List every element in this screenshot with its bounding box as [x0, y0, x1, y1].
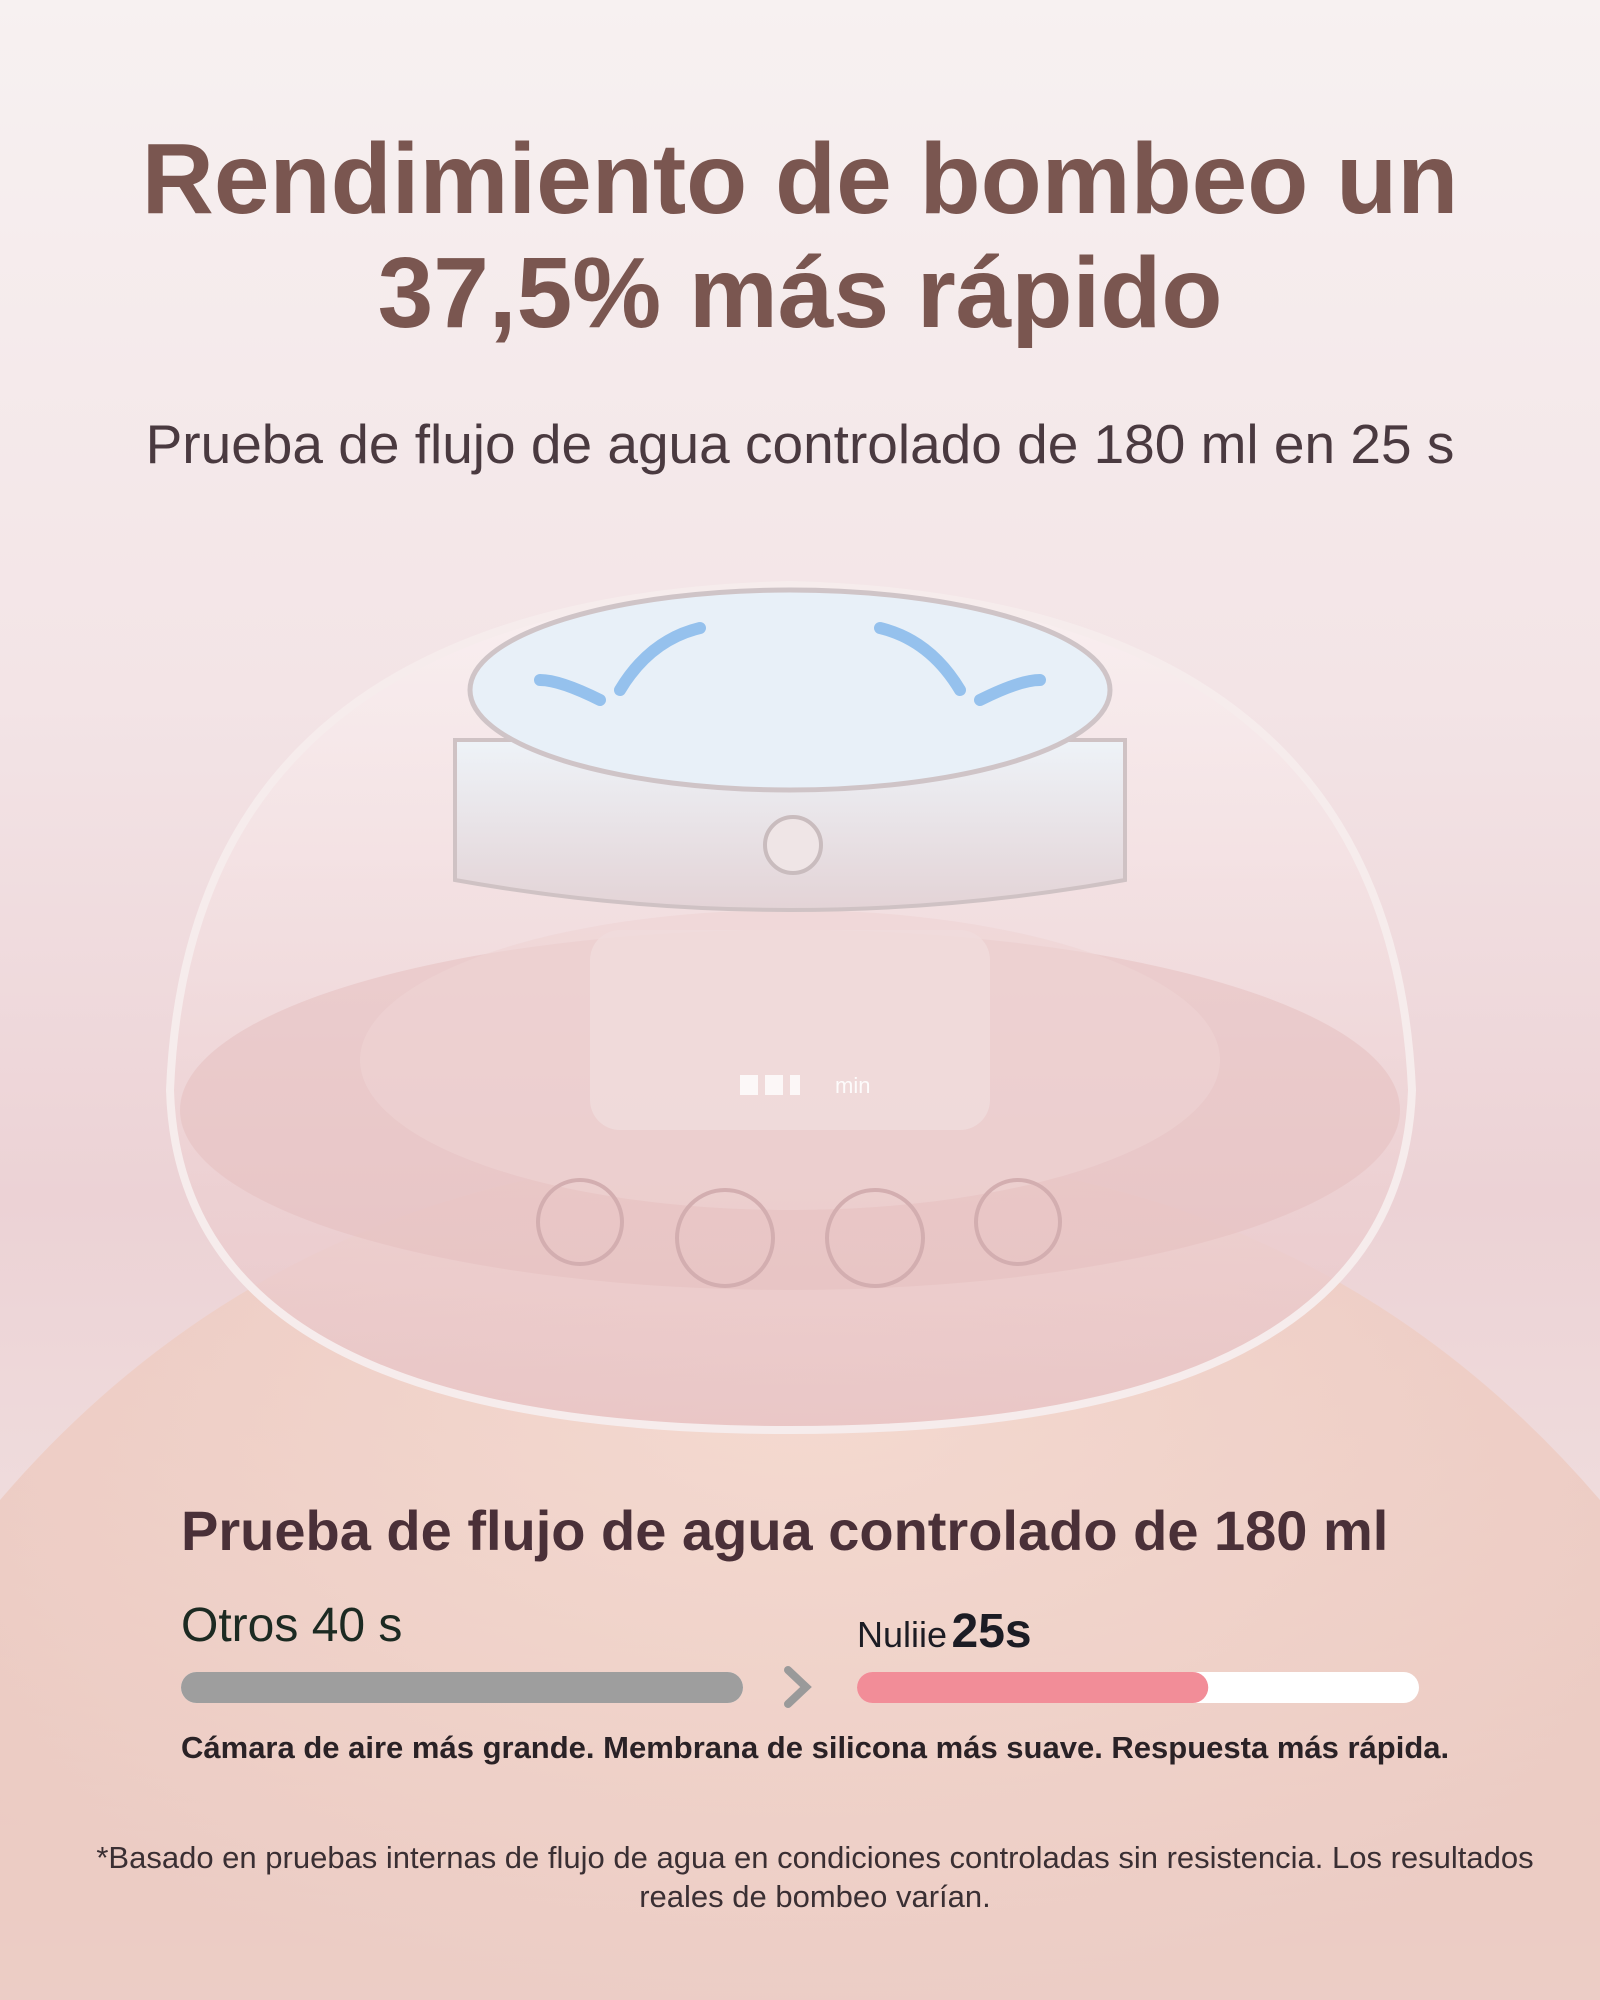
tagline: Cámara de aire más grande. Membrana de s… — [181, 1730, 1450, 1765]
bar — [857, 1672, 1209, 1703]
title-line-1: Rendimiento de bombeo un — [141, 123, 1459, 235]
arrow-icon — [784, 1666, 812, 1708]
nuliie-label: Nuliie 25s — [857, 1604, 1032, 1659]
footnote: *Basado en pruebas internas de flujo de … — [96, 1840, 1534, 1914]
others-label: Otros 40 s — [181, 1598, 402, 1653]
comparison-bars — [181, 1672, 1419, 1703]
display-text: min — [835, 1073, 870, 1098]
item-value: 40 s — [311, 1599, 403, 1652]
comparison-title: Prueba de flujo de agua controlado de 18… — [181, 1499, 1389, 1562]
item-value: 25s — [951, 1605, 1032, 1658]
item-name: Nuliie — [857, 1614, 948, 1655]
subtitle: Prueba de flujo de agua controlado de 18… — [145, 413, 1455, 475]
bar — [181, 1672, 743, 1703]
item-name: Otros — [181, 1599, 299, 1652]
title-line-2: 37,5% más rápido — [377, 237, 1223, 349]
